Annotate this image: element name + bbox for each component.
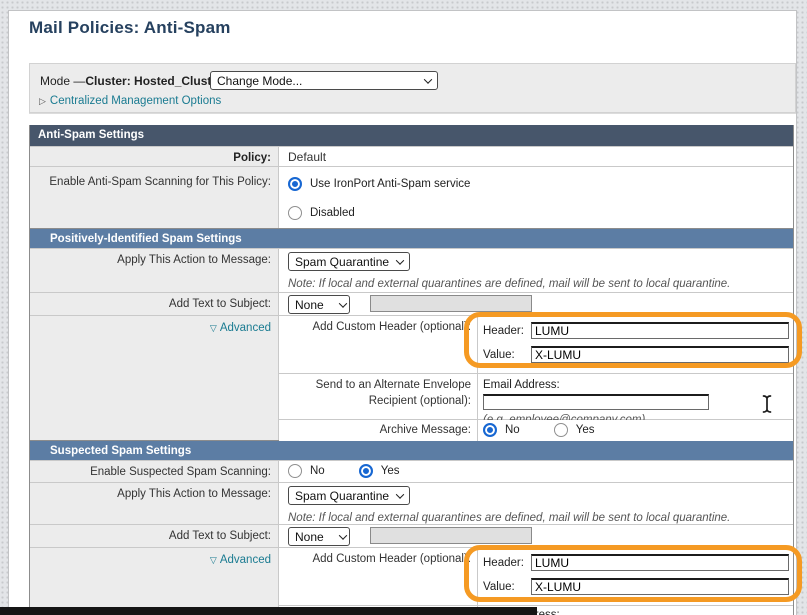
suspected-add-text-row: Add Text to Subject: None <box>30 524 793 547</box>
page-title: Mail Policies: Anti-Spam <box>29 18 231 37</box>
centralized-management-options-label: Centralized Management Options <box>49 95 222 107</box>
suspected-subject-text-input-disabled <box>370 527 532 544</box>
change-mode-select[interactable]: Change Mode... <box>210 71 438 90</box>
positive-apply-action-row: Apply This Action to Message: Spam Quara… <box>30 248 793 292</box>
suspected-apply-action-label: Apply This Action to Message: <box>30 483 279 524</box>
triangle-down-icon: ▽ <box>209 555 217 565</box>
centralized-management-options-link[interactable]: ▷ Centralized Management Options <box>39 95 221 107</box>
chevron-down-icon <box>423 74 433 84</box>
radio-use-ironport-anti-spam[interactable] <box>288 177 302 191</box>
positive-add-text-value: None <box>295 297 324 312</box>
positive-advanced-link[interactable]: ▽ Advanced <box>210 322 271 334</box>
positive-custom-header-row: Add Custom Header (optional): Header: Va… <box>279 316 793 373</box>
mode-prefix: Mode — <box>40 74 86 88</box>
suspected-add-text-label: Add Text to Subject: <box>30 525 279 547</box>
suspected-enable-yes-label: Yes <box>380 465 400 477</box>
chevron-down-icon <box>395 489 405 499</box>
bottom-crop-bar <box>0 607 537 615</box>
positive-add-text-label: Add Text to Subject: <box>30 293 279 315</box>
radio-disabled[interactable] <box>288 206 302 220</box>
positive-custom-header-label: Add Custom Header (optional): <box>279 316 478 373</box>
mode-label: Mode —Cluster: Hosted_Cluster <box>40 74 223 88</box>
positive-subject-text-input-disabled <box>370 295 532 312</box>
positive-archive-no-radio[interactable] <box>483 423 497 437</box>
positive-quarantine-note: Note: If local and external quarantines … <box>288 278 731 290</box>
section-header-suspected-spam: Suspected Spam Settings <box>30 440 793 460</box>
suspected-add-text-value: None <box>295 529 324 544</box>
suspected-apply-action-row: Apply This Action to Message: Spam Quara… <box>30 482 793 524</box>
positive-value-field-label: Value: <box>483 348 515 361</box>
suspected-value-field-label: Value: <box>483 580 515 593</box>
positive-advanced-label: Advanced <box>219 322 271 334</box>
text-cursor-icon <box>762 395 772 413</box>
positive-add-text-row: Add Text to Subject: None <box>30 292 793 315</box>
suspected-custom-header-row: Add Custom Header (optional): Header: Va… <box>279 548 793 605</box>
positive-alt-recipient-label: Send to an Alternate Envelope Recipient … <box>279 374 478 419</box>
change-mode-selected-value: Change Mode... <box>217 73 303 88</box>
suspected-advanced-link[interactable]: ▽ Advanced <box>210 554 271 566</box>
chevron-down-icon <box>338 530 347 540</box>
positive-archive-no-label: No <box>505 424 520 436</box>
positive-add-text-select[interactable]: None <box>288 295 350 314</box>
expander-triangle-icon: ▷ <box>39 96 46 106</box>
policy-row: Policy: Default <box>30 146 793 166</box>
section-header-anti-spam: Anti-Spam Settings <box>30 125 793 146</box>
radio-disabled-label: Disabled <box>310 207 355 219</box>
anti-spam-settings-table: Anti-Spam Settings Policy: Default Enabl… <box>29 125 794 615</box>
suspected-enable-row: Enable Suspected Spam Scanning: No Yes <box>30 460 793 482</box>
suspected-apply-action-value: Spam Quarantine <box>295 488 390 503</box>
positive-archive-row: Archive Message: No Yes <box>279 419 793 441</box>
policy-value: Default <box>279 147 793 166</box>
suspected-header-field-input[interactable] <box>531 554 789 571</box>
policy-label: Policy: <box>30 147 279 166</box>
mode-panel: Mode —Cluster: Hosted_Cluster Change Mod… <box>29 63 796 113</box>
chevron-down-icon <box>338 298 347 308</box>
positive-apply-action-value: Spam Quarantine <box>295 254 390 269</box>
suspected-advanced-label: Advanced <box>219 554 271 566</box>
suspected-apply-action-select[interactable]: Spam Quarantine <box>288 486 411 505</box>
positive-alt-recipient-row: Send to an Alternate Envelope Recipient … <box>279 373 793 426</box>
positive-apply-action-label: Apply This Action to Message: <box>30 249 279 292</box>
section-header-positive-spam: Positively-Identified Spam Settings <box>30 228 793 248</box>
positive-email-address-label: Email Address: <box>483 379 560 391</box>
suspected-quarantine-note: Note: If local and external quarantines … <box>288 512 731 524</box>
radio-use-ironport-anti-spam-label: Use IronPort Anti-Spam service <box>310 178 471 190</box>
chevron-down-icon <box>395 255 405 265</box>
suspected-enable-yes-radio[interactable] <box>358 464 373 478</box>
positive-value-field-input[interactable] <box>531 346 789 363</box>
positive-archive-yes-label: Yes <box>575 424 595 436</box>
content-page: Mail Policies: Anti-Spam Mode —Cluster: … <box>8 10 797 615</box>
suspected-enable-no-label: No <box>310 465 325 477</box>
suspected-enable-no-radio[interactable] <box>288 464 302 478</box>
enable-anti-spam-row: Enable Anti-Spam Scanning for This Polic… <box>30 166 793 228</box>
suspected-advanced-row: ▽ Advanced Add Custom Header (optional): … <box>30 547 793 615</box>
triangle-down-icon: ▽ <box>209 323 217 333</box>
enable-anti-spam-label: Enable Anti-Spam Scanning for This Polic… <box>30 167 279 228</box>
positive-apply-action-select[interactable]: Spam Quarantine <box>288 252 411 271</box>
suspected-value-field-input[interactable] <box>531 578 789 595</box>
mode-cluster-value: Cluster: Hosted_Cluster <box>85 74 223 88</box>
positive-archive-label: Archive Message: <box>279 420 478 441</box>
positive-email-address-input[interactable] <box>483 394 709 410</box>
suspected-header-field-label: Header: <box>483 556 524 569</box>
positive-header-field-label: Header: <box>483 324 524 337</box>
positive-header-field-input[interactable] <box>531 322 789 339</box>
suspected-custom-header-label: Add Custom Header (optional): <box>279 548 478 605</box>
positive-advanced-row: ▽ Advanced Add Custom Header (optional): … <box>30 315 793 441</box>
suspected-add-text-select[interactable]: None <box>288 527 350 546</box>
positive-archive-yes-radio[interactable] <box>553 423 568 437</box>
suspected-enable-label: Enable Suspected Spam Scanning: <box>30 461 279 482</box>
